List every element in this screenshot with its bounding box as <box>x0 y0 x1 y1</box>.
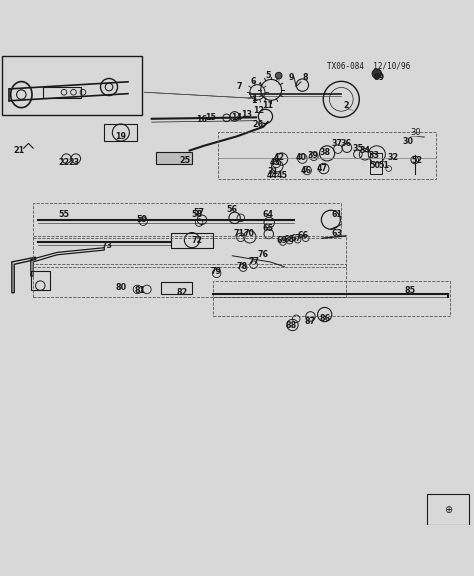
Text: 69: 69 <box>276 236 288 245</box>
Text: 1: 1 <box>251 94 256 103</box>
Text: 64: 64 <box>262 210 273 219</box>
Text: 15: 15 <box>205 113 217 122</box>
Text: 61: 61 <box>331 210 342 219</box>
Text: 63: 63 <box>331 229 342 238</box>
Text: 72: 72 <box>191 236 202 245</box>
Text: 32: 32 <box>388 153 399 162</box>
Text: 81: 81 <box>134 286 146 295</box>
Text: 11: 11 <box>262 101 273 110</box>
Text: 38: 38 <box>319 149 330 157</box>
Text: 77: 77 <box>248 257 259 267</box>
Bar <box>31 271 50 290</box>
Bar <box>171 233 213 248</box>
Text: 58: 58 <box>191 210 202 219</box>
Text: 51: 51 <box>378 161 390 170</box>
Text: 44: 44 <box>267 170 278 180</box>
Text: 79: 79 <box>210 267 221 276</box>
Text: 82: 82 <box>177 288 188 297</box>
Text: 85: 85 <box>404 286 416 295</box>
Text: 5: 5 <box>265 71 271 80</box>
Text: 45: 45 <box>276 170 288 180</box>
Text: 13: 13 <box>241 111 252 119</box>
Text: 52: 52 <box>411 157 423 165</box>
Text: 56: 56 <box>227 205 238 214</box>
Text: 43: 43 <box>269 158 281 167</box>
Text: 78: 78 <box>236 262 247 271</box>
Text: 6: 6 <box>251 77 256 86</box>
Text: 59: 59 <box>137 215 148 223</box>
Text: 71: 71 <box>234 229 245 238</box>
Text: 33: 33 <box>369 151 380 160</box>
Text: 22: 22 <box>58 158 70 167</box>
Bar <box>156 152 192 164</box>
Text: 36: 36 <box>340 139 352 148</box>
Text: 76: 76 <box>257 251 269 259</box>
Text: 88: 88 <box>286 321 297 331</box>
Text: 9: 9 <box>289 73 294 82</box>
Text: 65: 65 <box>262 224 273 233</box>
Text: 25: 25 <box>179 156 191 165</box>
Circle shape <box>275 73 282 79</box>
Text: 8: 8 <box>303 73 309 82</box>
Bar <box>43 86 81 98</box>
Text: 30: 30 <box>410 128 420 137</box>
Text: 47: 47 <box>317 164 328 173</box>
Text: 73: 73 <box>101 241 112 250</box>
Text: 50: 50 <box>369 161 380 170</box>
Bar <box>370 153 382 175</box>
Circle shape <box>372 69 382 78</box>
Text: 42: 42 <box>274 153 285 162</box>
Text: 1: 1 <box>251 96 256 105</box>
Text: 80: 80 <box>115 283 127 293</box>
Bar <box>2 56 142 115</box>
Text: 37: 37 <box>331 139 342 148</box>
Text: 67: 67 <box>291 234 302 242</box>
Text: 7: 7 <box>237 82 242 91</box>
Text: 35: 35 <box>352 143 364 153</box>
Text: 2: 2 <box>343 101 349 110</box>
Bar <box>104 124 137 141</box>
Text: 34: 34 <box>359 146 371 155</box>
Text: ⊕: ⊕ <box>444 505 452 515</box>
Text: 86: 86 <box>319 314 330 323</box>
Text: 68: 68 <box>283 234 295 244</box>
Text: 39: 39 <box>307 151 319 160</box>
Text: 40: 40 <box>295 153 307 162</box>
Text: 55: 55 <box>58 210 70 219</box>
Text: 46: 46 <box>300 166 311 176</box>
Text: 23: 23 <box>68 158 79 167</box>
Text: 14: 14 <box>231 113 243 122</box>
Text: 66: 66 <box>298 232 309 240</box>
Text: 19: 19 <box>115 132 127 141</box>
Text: 87: 87 <box>305 317 316 325</box>
Text: 21: 21 <box>13 146 25 155</box>
Text: 16: 16 <box>196 115 207 124</box>
Text: 57: 57 <box>193 208 205 217</box>
Text: 26: 26 <box>253 120 264 129</box>
Text: 30: 30 <box>402 137 413 146</box>
Bar <box>161 282 192 294</box>
Text: 89: 89 <box>374 73 385 82</box>
Text: 31: 31 <box>267 168 278 176</box>
Bar <box>427 494 469 525</box>
Text: 12: 12 <box>253 106 264 115</box>
Text: TX06-084  12/10/96: TX06-084 12/10/96 <box>327 62 410 71</box>
Text: 70: 70 <box>243 229 255 238</box>
